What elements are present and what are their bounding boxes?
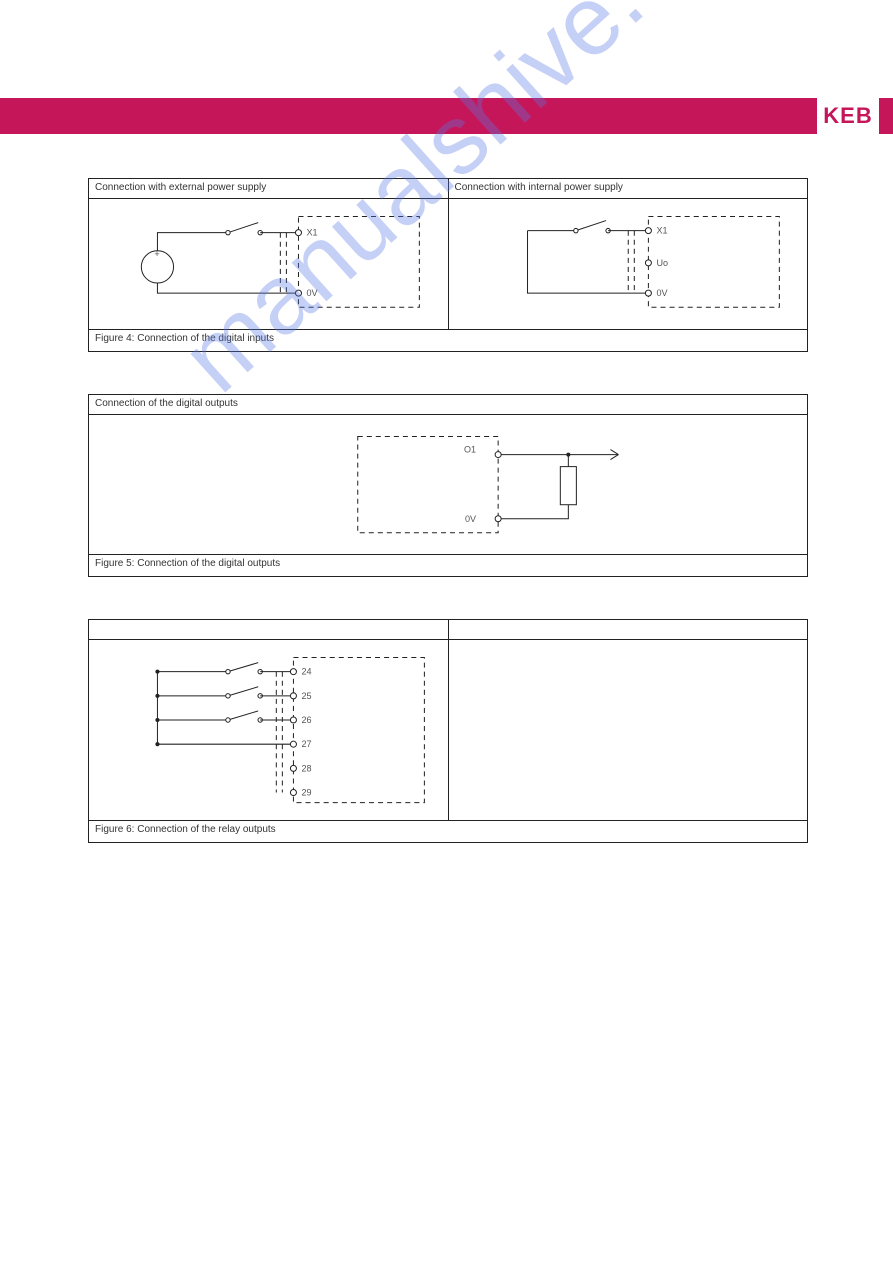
- brand-logo-text: KEB: [823, 103, 872, 129]
- figure-4-block: Connection with external power supply Co…: [88, 178, 808, 352]
- figure-6-body: 24 25 26 27 28 29: [89, 640, 807, 820]
- figure-6-head-left: [89, 620, 449, 639]
- figure-6-diagram-right: [449, 640, 808, 820]
- figure-5-block: Connection of the digital outputs O1 0V: [88, 394, 808, 577]
- figure-4-head-left: Connection with external power supply: [89, 179, 449, 198]
- relay-output-diagram: 24 25 26 27 28 29: [97, 648, 440, 812]
- figure-5-body: O1 0V: [89, 415, 807, 554]
- figure-5-header: Connection of the digital outputs: [89, 395, 807, 415]
- figure-4-header: Connection with external power supply Co…: [89, 179, 807, 199]
- figure-4-caption: Figure 4: Connection of the digital inpu…: [89, 329, 807, 351]
- label-0v-r: 0V: [656, 288, 667, 298]
- digital-input-ext-diagram: X1 0V +: [97, 207, 440, 321]
- figure-6-caption: Figure 6: Connection of the relay output…: [89, 820, 807, 842]
- t28: 28: [301, 764, 311, 774]
- t26: 26: [301, 715, 311, 725]
- figure-6-header: [89, 620, 807, 640]
- figure-6-head-right: [449, 620, 808, 639]
- digital-input-int-diagram: X1 Uo 0V: [457, 207, 800, 321]
- brand-logo: KEB: [817, 93, 879, 139]
- label-o1: O1: [464, 444, 476, 454]
- figure-5-caption: Figure 5: Connection of the digital outp…: [89, 554, 807, 576]
- label-0v: 0V: [307, 288, 318, 298]
- t27: 27: [301, 739, 311, 749]
- digital-output-diagram: O1 0V: [97, 423, 799, 546]
- t25: 25: [301, 691, 311, 701]
- t24: 24: [301, 667, 311, 677]
- figure-5-head: Connection of the digital outputs: [89, 395, 807, 414]
- figure-4-body: X1 0V +: [89, 199, 807, 329]
- header-bar: KEB: [0, 98, 893, 134]
- page-content: Connection with external power supply Co…: [88, 178, 808, 885]
- figure-4-head-right: Connection with internal power supply: [449, 179, 808, 198]
- label-0v-out: 0V: [465, 514, 476, 524]
- label-uo-r: Uo: [656, 258, 668, 268]
- figure-4-diagram-left: X1 0V +: [89, 199, 449, 329]
- figure-6-diagram-left: 24 25 26 27 28 29: [89, 640, 449, 820]
- figure-4-diagram-right: X1 Uo 0V: [449, 199, 808, 329]
- t29: 29: [301, 788, 311, 798]
- label-x1-r: X1: [656, 226, 667, 236]
- figure-6-block: 24 25 26 27 28 29: [88, 619, 808, 843]
- figure-5-diagram: O1 0V: [89, 415, 807, 554]
- label-x1: X1: [307, 228, 318, 238]
